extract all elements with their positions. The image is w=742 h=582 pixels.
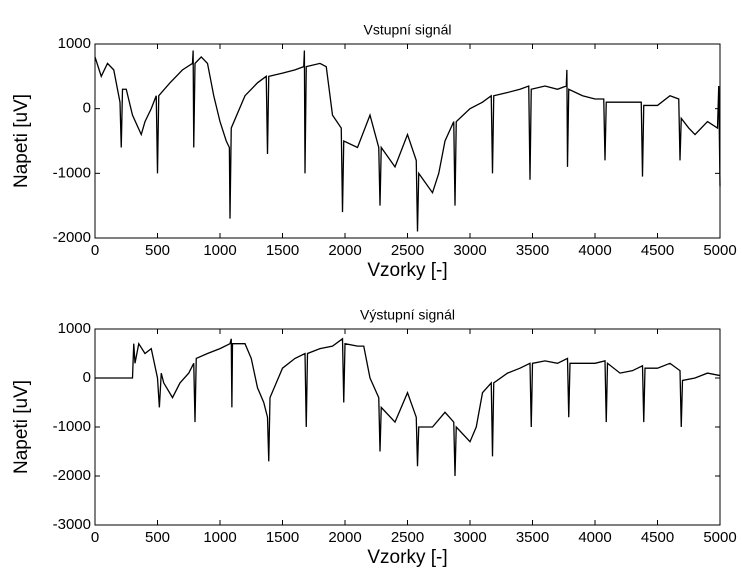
axes-box xyxy=(94,43,721,239)
x-tick-label: 3000 xyxy=(453,529,486,546)
y-tick-label: 0 xyxy=(83,100,91,117)
chart-title: Výstupní signál xyxy=(360,307,455,323)
x-tick-label: 5000 xyxy=(703,242,736,259)
x-tick-label: 500 xyxy=(145,242,170,259)
y-tick-label: 1000 xyxy=(58,320,91,337)
x-tick-label: 2500 xyxy=(391,242,424,259)
signal-line xyxy=(95,337,721,477)
x-tick-label: 500 xyxy=(145,529,170,546)
y-tick-label: -3000 xyxy=(53,516,91,533)
x-axis-label: Vzorky [-] xyxy=(367,260,447,281)
x-tick-label: 3500 xyxy=(516,242,549,259)
x-tick-label: 0 xyxy=(91,529,99,546)
x-tick-label: 4500 xyxy=(641,242,674,259)
x-tick-label: 4000 xyxy=(578,242,611,259)
y-tick-label: -1000 xyxy=(53,418,91,435)
x-tick-label: 1000 xyxy=(203,529,236,546)
y-axis-label: Napeti [uV] xyxy=(11,94,32,188)
y-tick-label: -2000 xyxy=(53,467,91,484)
x-tick-label: 0 xyxy=(91,242,99,259)
x-tick-label: 5000 xyxy=(703,529,736,546)
y-axis-label: Napeti [uV] xyxy=(11,380,32,474)
y-tick-label: 0 xyxy=(83,369,91,386)
x-tick-label: 4000 xyxy=(578,529,611,546)
x-tick-label: 2000 xyxy=(328,529,361,546)
y-tick-label: -1000 xyxy=(53,164,91,181)
chart-title: Vstupní signál xyxy=(364,22,452,38)
y-tick-label: -2000 xyxy=(53,229,91,246)
x-axis-label: Vzorky [-] xyxy=(367,547,447,568)
axes-box xyxy=(94,328,721,526)
x-tick-label: 2500 xyxy=(391,529,424,546)
x-tick-label: 3000 xyxy=(453,242,486,259)
x-tick-label: 1500 xyxy=(266,242,299,259)
x-tick-label: 2000 xyxy=(328,242,361,259)
y-tick-label: 1000 xyxy=(58,35,91,52)
x-tick-label: 4500 xyxy=(641,529,674,546)
x-tick-label: 1000 xyxy=(203,242,236,259)
x-tick-label: 3500 xyxy=(516,529,549,546)
signal-line xyxy=(94,50,721,232)
x-tick-label: 1500 xyxy=(266,529,299,546)
